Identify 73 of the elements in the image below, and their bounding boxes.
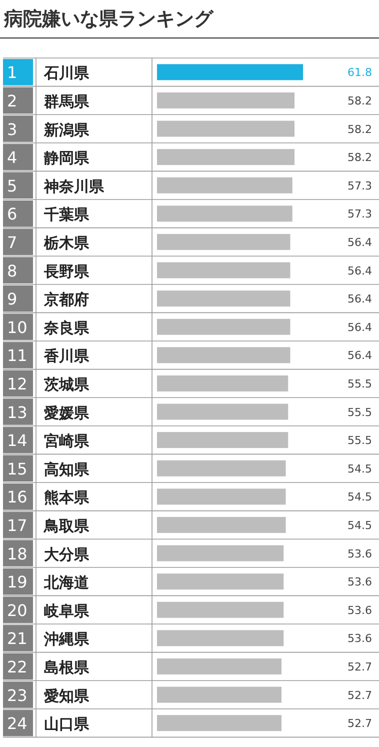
y-tick-label: 22 島根県 (7, 657, 90, 676)
data-label: 56.4 (348, 320, 372, 334)
data-label: 53.6 (348, 632, 372, 646)
bar (157, 64, 303, 80)
data-label: 55.5 (348, 434, 372, 448)
y-tick-label: 12 茨城県 (7, 374, 90, 394)
y-tick-label: 23 愛知県 (7, 686, 90, 705)
category-label: 8 長野県 (7, 261, 89, 280)
y-tick-label: 20 岐阜県 (7, 600, 90, 620)
data-label: 57.3 (348, 208, 372, 221)
bar (157, 715, 282, 732)
category-label: 3 新潟県 (7, 120, 89, 139)
chart-title: 病院嫌いな県ランキング (3, 8, 214, 30)
category-label: 2 群馬県 (7, 91, 89, 110)
bar (157, 516, 286, 533)
data-label: 52.7 (348, 688, 372, 702)
data-label: 53.6 (348, 547, 372, 560)
bar (157, 149, 294, 166)
bar (157, 206, 292, 222)
data-label: 54.5 (348, 490, 372, 504)
bar (157, 262, 290, 278)
bar (157, 545, 284, 562)
y-tick-label: 13 愛媛県 (7, 402, 90, 422)
bar (157, 347, 290, 364)
y-tick-label: 11 香川県 (7, 346, 90, 366)
bar (157, 658, 282, 674)
category-label: 6 千葉県 (7, 204, 89, 224)
bar (157, 92, 294, 108)
bar (157, 234, 290, 250)
bar (157, 686, 282, 703)
bar (157, 630, 284, 646)
y-tick-label: 17 鳥取県 (7, 516, 90, 535)
data-label: 55.5 (348, 377, 372, 390)
data-label: 58.2 (348, 151, 372, 164)
y-tick-label: 14 宮崎県 (7, 431, 90, 450)
bar (157, 460, 286, 476)
data-label: 54.5 (348, 518, 372, 532)
y-tick-label: 19 北海道 (7, 572, 90, 592)
category-label: 9 京都府 (7, 290, 89, 309)
data-label: 52.7 (348, 717, 372, 730)
data-label: 61.8 (348, 66, 372, 80)
bar (157, 488, 286, 505)
data-label: 58.2 (348, 122, 372, 136)
data-label: 57.3 (348, 179, 372, 192)
data-label: 53.6 (348, 576, 372, 589)
data-label: 53.6 (348, 604, 372, 617)
category-label: 4 静岡県 (7, 148, 89, 168)
bar (157, 318, 290, 335)
data-label: 55.5 (348, 406, 372, 419)
data-label: 56.4 (348, 236, 372, 249)
y-tick-label: 10 奈良県 (7, 318, 90, 337)
bar (157, 177, 292, 194)
category-label: 1 石川県 (7, 63, 89, 82)
y-tick-label: 16 熊本県 (7, 488, 90, 507)
y-tick-label: 18 大分県 (7, 544, 90, 564)
y-tick-label: 15 高知県 (7, 459, 90, 478)
data-label: 56.4 (348, 264, 372, 278)
bar (157, 404, 288, 420)
bar (157, 432, 288, 448)
data-label: 52.7 (348, 660, 372, 674)
data-label: 54.5 (348, 462, 372, 476)
category-label: 7 栃木県 (7, 232, 89, 252)
bar (157, 120, 294, 137)
data-label: 56.4 (348, 292, 372, 306)
category-label: 5 神奈川県 (7, 176, 104, 196)
bar (157, 290, 290, 307)
y-tick-label: 21 沖縄県 (7, 629, 90, 648)
bar (157, 574, 284, 590)
data-label: 58.2 (348, 94, 372, 108)
y-tick-label: 24 山口県 (7, 714, 90, 734)
bar (157, 602, 284, 618)
bar (157, 375, 288, 392)
data-label: 56.4 (348, 349, 372, 362)
